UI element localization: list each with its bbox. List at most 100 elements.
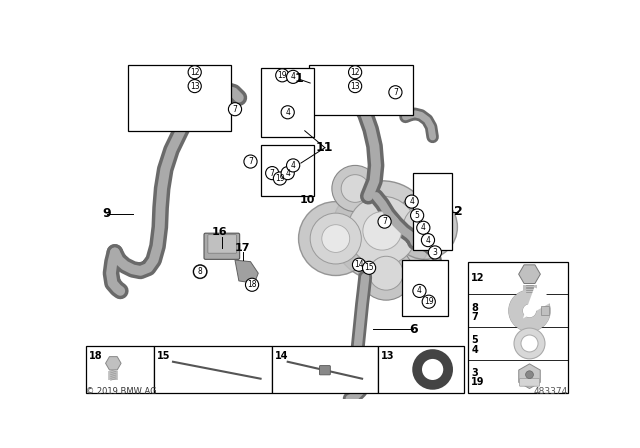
Text: 483374: 483374 bbox=[534, 387, 568, 396]
Circle shape bbox=[349, 80, 362, 93]
Circle shape bbox=[389, 86, 402, 99]
Bar bbox=[260, 145, 314, 196]
Text: 7: 7 bbox=[270, 168, 275, 177]
Text: 15: 15 bbox=[157, 351, 170, 361]
Text: 2: 2 bbox=[454, 205, 463, 218]
Text: 15: 15 bbox=[364, 263, 374, 272]
Circle shape bbox=[353, 258, 365, 271]
Circle shape bbox=[363, 211, 402, 250]
Bar bbox=[154, 346, 272, 392]
Circle shape bbox=[417, 221, 430, 234]
Text: 19: 19 bbox=[424, 297, 433, 306]
Text: © 2019 BMW AG: © 2019 BMW AG bbox=[86, 387, 157, 396]
Circle shape bbox=[428, 246, 442, 259]
Text: 7: 7 bbox=[382, 217, 387, 226]
Bar bbox=[260, 68, 314, 137]
Circle shape bbox=[369, 256, 403, 290]
Circle shape bbox=[188, 66, 202, 79]
Circle shape bbox=[413, 284, 426, 297]
Circle shape bbox=[422, 295, 435, 308]
Bar bbox=[86, 346, 154, 392]
Text: 1: 1 bbox=[295, 72, 304, 85]
Bar bbox=[272, 346, 378, 392]
Text: 10: 10 bbox=[300, 195, 315, 205]
Circle shape bbox=[405, 195, 419, 208]
Circle shape bbox=[188, 80, 202, 93]
FancyBboxPatch shape bbox=[541, 306, 549, 315]
Circle shape bbox=[273, 172, 287, 185]
Circle shape bbox=[348, 196, 417, 266]
Circle shape bbox=[392, 195, 458, 259]
Text: 13: 13 bbox=[381, 351, 394, 361]
Circle shape bbox=[349, 66, 362, 79]
Circle shape bbox=[310, 213, 362, 264]
Text: 3: 3 bbox=[472, 368, 478, 378]
Circle shape bbox=[332, 181, 433, 281]
Text: 13: 13 bbox=[350, 82, 360, 90]
Bar bbox=[402, 260, 448, 315]
Polygon shape bbox=[235, 260, 259, 283]
Text: 19: 19 bbox=[472, 377, 485, 388]
Circle shape bbox=[421, 233, 435, 247]
Bar bbox=[413, 173, 452, 250]
Text: 9: 9 bbox=[103, 207, 111, 220]
Text: 13: 13 bbox=[190, 82, 200, 90]
Circle shape bbox=[403, 206, 447, 249]
FancyBboxPatch shape bbox=[520, 379, 540, 386]
Text: 12: 12 bbox=[472, 273, 485, 283]
Circle shape bbox=[410, 209, 424, 222]
Circle shape bbox=[266, 167, 279, 180]
Text: 18: 18 bbox=[90, 351, 103, 361]
Circle shape bbox=[378, 215, 391, 228]
Circle shape bbox=[193, 265, 207, 279]
Text: 7: 7 bbox=[472, 312, 478, 322]
Text: 14: 14 bbox=[275, 351, 289, 361]
Circle shape bbox=[332, 165, 378, 211]
Circle shape bbox=[359, 246, 413, 300]
Bar bbox=[467, 262, 568, 392]
Text: 17: 17 bbox=[235, 243, 250, 253]
Text: 7: 7 bbox=[393, 88, 398, 97]
Text: 4: 4 bbox=[426, 236, 431, 245]
Text: 19: 19 bbox=[275, 174, 285, 183]
Bar bbox=[128, 65, 231, 131]
Circle shape bbox=[244, 155, 257, 168]
Text: 14: 14 bbox=[354, 260, 364, 269]
Text: 5: 5 bbox=[472, 336, 478, 345]
Circle shape bbox=[341, 175, 369, 202]
Text: 7: 7 bbox=[248, 157, 253, 166]
Text: 18: 18 bbox=[247, 280, 257, 289]
Circle shape bbox=[322, 225, 349, 252]
Text: 19: 19 bbox=[278, 71, 287, 80]
Circle shape bbox=[246, 278, 259, 291]
Text: 4: 4 bbox=[421, 223, 426, 232]
Text: 5: 5 bbox=[415, 211, 420, 220]
Circle shape bbox=[362, 261, 376, 274]
Text: 4: 4 bbox=[417, 286, 422, 295]
Circle shape bbox=[514, 328, 545, 359]
Text: 4: 4 bbox=[291, 73, 296, 82]
Text: 4: 4 bbox=[472, 345, 478, 355]
Text: 12: 12 bbox=[190, 68, 200, 77]
Wedge shape bbox=[529, 292, 547, 311]
Text: 4: 4 bbox=[409, 197, 414, 206]
Text: 4: 4 bbox=[291, 161, 296, 170]
Circle shape bbox=[193, 265, 207, 278]
Text: 4: 4 bbox=[285, 168, 290, 177]
Circle shape bbox=[525, 371, 533, 379]
Text: 12: 12 bbox=[350, 68, 360, 77]
Circle shape bbox=[281, 167, 294, 180]
Circle shape bbox=[196, 268, 204, 276]
Circle shape bbox=[281, 106, 294, 119]
Text: 8: 8 bbox=[472, 303, 478, 313]
Circle shape bbox=[228, 103, 241, 116]
Text: 4: 4 bbox=[285, 108, 290, 117]
Text: 11: 11 bbox=[316, 141, 333, 154]
Circle shape bbox=[276, 69, 289, 82]
Text: 3: 3 bbox=[433, 248, 437, 257]
FancyBboxPatch shape bbox=[208, 235, 237, 253]
Text: 16: 16 bbox=[212, 228, 227, 237]
Circle shape bbox=[298, 202, 373, 276]
Bar bbox=[308, 65, 413, 116]
Circle shape bbox=[287, 70, 300, 83]
